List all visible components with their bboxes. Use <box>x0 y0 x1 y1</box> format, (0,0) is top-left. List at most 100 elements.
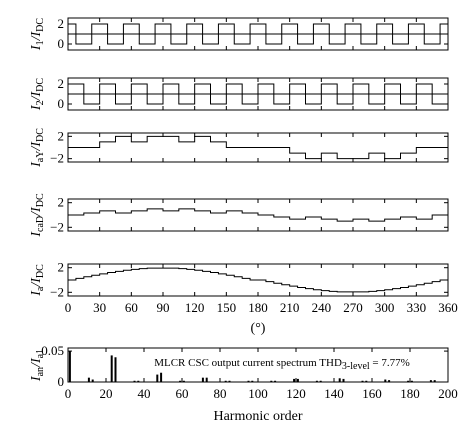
y-tick-label: 2 <box>58 195 65 210</box>
harmonic-bar <box>315 380 318 382</box>
y-tick-label: 2 <box>58 76 65 91</box>
annotation-value: = 7.77% <box>370 357 410 369</box>
x-tick-label: 180 <box>400 386 420 401</box>
panel-5-y-axis-label: Ia/IDC <box>29 264 46 297</box>
spectrum-annotation: MLCR CSC output current spectrum THD3-le… <box>154 357 410 372</box>
y-tick-label: 0.05 <box>41 343 64 358</box>
x-tick-label: 240 <box>312 300 332 315</box>
y-axis-label-part: I <box>29 231 44 238</box>
panel-6-y-axis-label: Ian/Ia1 <box>29 349 46 382</box>
y-axis-label-part: aY <box>35 151 46 163</box>
y-axis-label-part: /I <box>29 357 44 368</box>
y-tick-label: 2 <box>58 16 65 31</box>
x-tick-label: 40 <box>138 386 151 401</box>
y-axis-label-part: a <box>35 286 46 291</box>
harmonic-bar <box>429 380 432 382</box>
panel-1-series-1-line <box>68 23 448 35</box>
harmonic-bar <box>338 378 341 382</box>
y-tick-label: −2 <box>50 284 64 299</box>
harmonic-bar <box>274 380 277 382</box>
harmonic-bar <box>433 380 436 382</box>
x-tick-label: 300 <box>375 300 395 315</box>
x-tick-label: 30 <box>93 300 106 315</box>
harmonic-bar <box>388 380 391 382</box>
harmonic-bar <box>182 380 185 382</box>
harmonic-bar <box>114 357 117 382</box>
harmonic-bar <box>224 380 227 382</box>
harmonic-bar <box>91 379 94 382</box>
harmonic-bar <box>251 380 254 382</box>
y-axis-label-part: /I <box>29 141 44 152</box>
x-tick-label: 20 <box>100 386 113 401</box>
x-tick-label: 180 <box>248 300 268 315</box>
y-axis-label-part: I <box>29 290 44 297</box>
y-axis-label-part: DC <box>35 18 46 32</box>
panel-5-series-1-line <box>68 267 448 293</box>
x-tick-label: 330 <box>407 300 427 315</box>
harmonic-bar <box>270 380 273 382</box>
x-tick-label: 140 <box>324 386 344 401</box>
panel-3-y-axis-label: IaY/IDC <box>29 128 46 168</box>
y-axis-label-part: /I <box>29 31 44 42</box>
y-tick-label: 2 <box>58 260 65 275</box>
y-tick-label: 0 <box>58 36 65 51</box>
annotation-subscript: 3-level <box>342 361 370 372</box>
harmonic-bar <box>293 378 296 382</box>
x-tick-label: 200 <box>438 386 458 401</box>
harmonic-bar <box>156 374 159 382</box>
y-axis-label-part: /I <box>29 91 44 102</box>
y-tick-label: 0 <box>58 96 65 111</box>
x-tick-label: 100 <box>248 386 268 401</box>
harmonic-bar <box>342 378 345 382</box>
x-tick-label: 80 <box>214 386 227 401</box>
harmonic-bar <box>365 380 368 382</box>
x-tick-label: 150 <box>217 300 237 315</box>
harmonic-bar <box>228 380 231 382</box>
y-tick-label: −2 <box>50 219 64 234</box>
harmonic-bar <box>410 380 413 382</box>
x-tick-label: 120 <box>185 300 205 315</box>
x-tick-label: 90 <box>157 300 170 315</box>
harmonic-bar <box>205 377 208 382</box>
y-tick-label: −2 <box>50 151 64 166</box>
panel-6-x-axis-label: Harmonic order <box>213 409 302 424</box>
y-axis-label-part: /I <box>29 206 44 217</box>
panel-1-y-axis-label: I1/IDC <box>29 18 46 51</box>
x-tick-label: 360 <box>438 300 458 315</box>
y-tick-label: 0 <box>58 374 65 389</box>
y-axis-label-part: I <box>29 161 44 168</box>
panel-4-series-1-line <box>68 208 448 222</box>
y-axis-label-part: DC <box>35 128 46 142</box>
harmonic-bar <box>110 355 113 382</box>
y-axis-label-part: an <box>35 367 46 376</box>
panel-3-series-1-line <box>68 135 448 160</box>
panel-1-series-2-line <box>68 33 448 45</box>
y-axis-label-part: 1 <box>35 40 46 45</box>
y-axis-label-part: 2 <box>35 100 46 105</box>
y-axis-label-part: I <box>29 104 44 111</box>
panel-4-y-axis-label: IcaD/IDC <box>29 193 46 238</box>
x-tick-label: 0 <box>65 386 72 401</box>
harmonic-bar <box>179 380 182 382</box>
y-axis-label-part: DC <box>35 264 46 278</box>
harmonic-bar <box>160 372 163 382</box>
annotation-main: MLCR CSC output current spectrum THD <box>154 357 342 369</box>
harmonic-bar <box>201 377 204 382</box>
harmonic-bar <box>137 380 140 382</box>
harmonic-bar <box>361 380 364 382</box>
y-axis-label-part: I <box>29 44 44 51</box>
y-tick-label: 2 <box>58 128 65 143</box>
harmonic-bar <box>296 378 299 382</box>
x-tick-label: 120 <box>286 386 306 401</box>
harmonic-bar <box>133 380 136 382</box>
y-axis-label-part: caD <box>35 216 46 232</box>
x-tick-label: 0 <box>65 300 72 315</box>
x-tick-label: 210 <box>280 300 300 315</box>
y-axis-label-part: DC <box>35 78 46 92</box>
x-tick-label: 160 <box>362 386 382 401</box>
panel-5-x-axis-label: (°) <box>251 321 266 336</box>
y-axis-label-part: DC <box>35 193 46 207</box>
y-axis-label-part: a1 <box>35 349 46 358</box>
panel-2-series-1-line <box>68 83 448 95</box>
harmonic-bar <box>407 380 410 382</box>
